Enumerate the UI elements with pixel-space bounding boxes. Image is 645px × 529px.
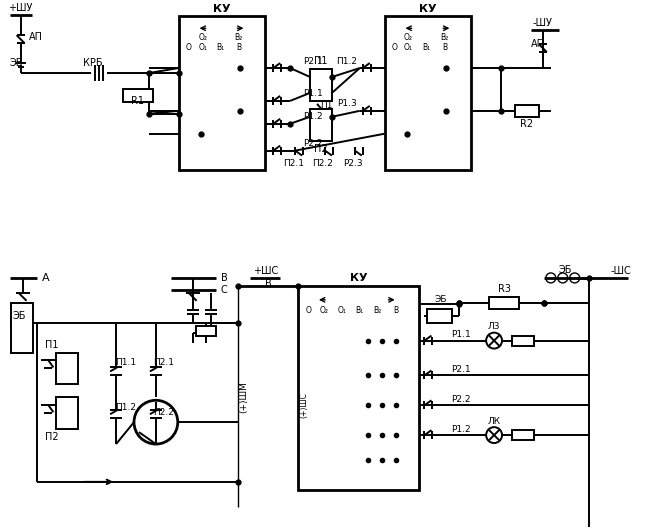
Text: Р2.2: Р2.2 [451, 395, 471, 404]
Text: О₂: О₂ [404, 33, 413, 42]
Bar [489, 297, 519, 309]
Bar [195, 326, 215, 335]
Text: ЭБ: ЭБ [10, 58, 23, 68]
Text: П2: П2 [314, 143, 328, 153]
Text: В: В [221, 273, 227, 283]
Text: П2: П2 [45, 432, 58, 442]
Text: О: О [392, 43, 397, 52]
Text: О₁: О₁ [404, 43, 413, 52]
Text: КРБ: КРБ [83, 58, 103, 68]
Text: R1: R1 [132, 96, 144, 106]
Text: (+)ШМ: (+)ШМ [239, 381, 248, 413]
Text: ЭБ: ЭБ [559, 265, 573, 275]
Text: П1: П1 [45, 340, 58, 350]
Bar [512, 335, 534, 345]
Text: П2.2: П2.2 [154, 408, 174, 417]
Text: В₁: В₁ [217, 43, 224, 52]
Text: -ШС: -ШС [610, 266, 631, 276]
Bar [310, 109, 332, 141]
Text: О: О [305, 306, 311, 315]
Text: R3: R3 [497, 284, 511, 294]
Text: В: В [265, 279, 272, 289]
Text: В₂: В₂ [441, 33, 448, 42]
Text: П2.1: П2.1 [283, 159, 304, 168]
Bar [123, 89, 153, 102]
Bar [56, 397, 78, 429]
Text: О₁: О₁ [337, 306, 346, 315]
Text: Л3: Л3 [488, 322, 501, 331]
Text: (+)ШС: (+)ШС [299, 393, 308, 418]
Text: Р2.1: Р2.1 [451, 365, 471, 374]
Bar [11, 303, 32, 352]
Text: П2.2: П2.2 [313, 159, 333, 168]
Text: Р2.3: Р2.3 [343, 159, 362, 168]
Text: П1: П1 [314, 56, 328, 66]
Text: КУ: КУ [419, 4, 436, 14]
Bar [384, 16, 471, 170]
Text: В₁: В₁ [356, 306, 364, 315]
Text: Р2.1: Р2.1 [303, 57, 322, 66]
Text: +ШС: +ШС [253, 266, 278, 276]
Text: Р1.1: Р1.1 [451, 330, 471, 339]
Text: Р1.1: Р1.1 [303, 89, 323, 98]
Text: ЭБ: ЭБ [434, 295, 446, 304]
Text: В: В [393, 306, 398, 315]
Text: О: О [186, 43, 192, 52]
Bar [56, 352, 78, 385]
Text: В₂: В₂ [373, 306, 382, 315]
Text: -ШУ: -ШУ [533, 19, 553, 28]
Text: О₂: О₂ [319, 306, 328, 315]
Text: О₂: О₂ [198, 33, 207, 42]
Text: П2.1: П2.1 [154, 358, 174, 367]
Text: В: В [236, 43, 241, 52]
Text: В: В [442, 43, 447, 52]
Bar [298, 286, 419, 490]
Text: С: С [221, 285, 227, 295]
Bar [310, 69, 332, 101]
Text: АП: АП [28, 32, 43, 42]
Text: Р2.2: Р2.2 [303, 139, 322, 148]
Text: КУ: КУ [213, 4, 230, 14]
Text: П1.2: П1.2 [336, 57, 357, 66]
Text: О₁: О₁ [198, 43, 207, 52]
Text: В₁: В₁ [422, 43, 430, 52]
Text: П1: П1 [320, 102, 333, 111]
Text: КУ: КУ [350, 273, 368, 283]
Bar [179, 16, 265, 170]
Text: R2: R2 [521, 118, 533, 129]
Text: ЛК: ЛК [488, 417, 501, 426]
Text: А: А [41, 273, 49, 283]
Bar [428, 309, 452, 323]
Bar [515, 105, 539, 117]
Text: Р1.2: Р1.2 [303, 112, 322, 121]
Text: Р1.2: Р1.2 [451, 425, 471, 434]
Text: П1.2: П1.2 [115, 403, 137, 412]
Bar [512, 430, 534, 440]
Text: Р1.3: Р1.3 [337, 99, 357, 108]
Text: +ШУ: +ШУ [8, 3, 33, 13]
Text: П1.1: П1.1 [115, 358, 137, 367]
Text: ЭБ: ЭБ [13, 311, 26, 321]
Text: АП: АП [531, 39, 545, 49]
Text: В₂: В₂ [234, 33, 243, 42]
